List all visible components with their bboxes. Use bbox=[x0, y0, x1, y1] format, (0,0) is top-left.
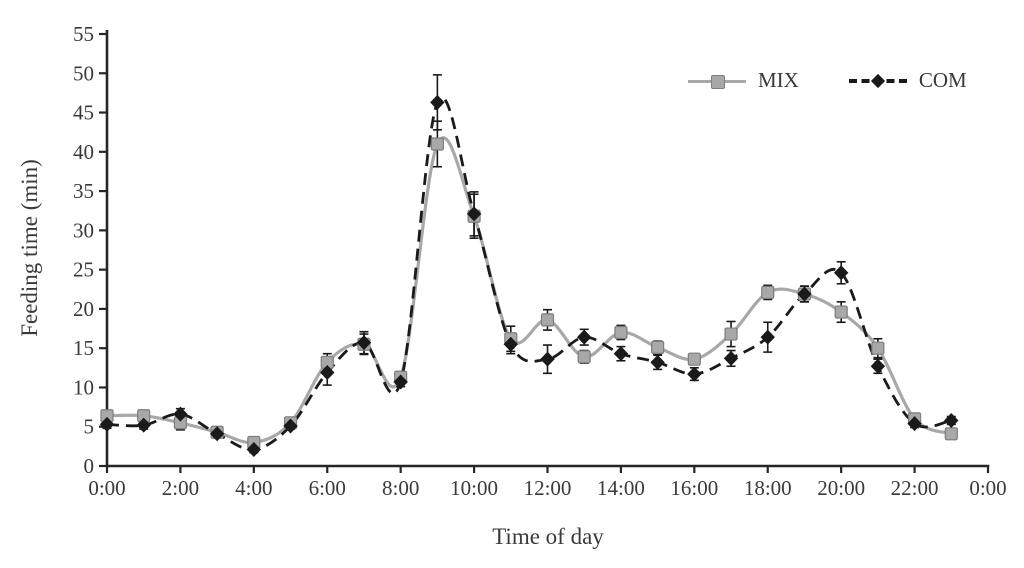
marker-diamond-com bbox=[540, 351, 555, 367]
marker-diamond-com bbox=[283, 418, 298, 434]
marker-diamond-com bbox=[173, 406, 188, 422]
x-tick-label: 22:00 bbox=[891, 476, 939, 500]
marker-square-mix bbox=[614, 325, 628, 340]
x-tick-label: 12:00 bbox=[524, 476, 572, 500]
series-line-mix bbox=[106, 136, 952, 445]
x-tick-label: 20:00 bbox=[817, 476, 865, 500]
y-tick-label: 5 bbox=[84, 415, 95, 439]
x-tick-label: 0:00 bbox=[969, 476, 1006, 500]
marker-square-mix bbox=[834, 305, 848, 319]
x-axis-title: Time of day bbox=[492, 524, 604, 549]
com-dashed-diamond-icon bbox=[848, 73, 907, 89]
marker-diamond-com bbox=[393, 374, 408, 390]
marker-diamond-com bbox=[430, 94, 445, 110]
x-tick-label: 0:00 bbox=[88, 476, 125, 500]
series-line-com bbox=[106, 96, 952, 451]
x-tick-label: 10:00 bbox=[450, 476, 498, 500]
marker-diamond-com bbox=[650, 354, 665, 370]
legend-item-mix: MIX bbox=[688, 68, 799, 93]
marker-square-mix bbox=[540, 313, 555, 327]
legend-item-com: COM bbox=[848, 68, 967, 93]
marker-square-mix bbox=[577, 350, 591, 364]
marker-diamond-com bbox=[577, 329, 592, 345]
x-tick-label: 6:00 bbox=[309, 476, 346, 500]
marker-square-mix bbox=[687, 352, 701, 366]
x-tick-label: 16:00 bbox=[670, 476, 718, 500]
x-tick-label: 4:00 bbox=[235, 476, 272, 500]
marker-square-mix bbox=[761, 285, 775, 300]
x-tick-label: 14:00 bbox=[597, 476, 645, 500]
marker-diamond-com bbox=[687, 366, 702, 382]
marker-square-mix bbox=[430, 137, 444, 151]
marker-diamond-com bbox=[613, 346, 629, 362]
marker-square-mix bbox=[724, 327, 738, 341]
marker-diamond-com bbox=[356, 335, 372, 351]
y-tick-label: 15 bbox=[73, 336, 94, 360]
x-tick-label: 2:00 bbox=[162, 476, 199, 500]
y-tick-label: 55 bbox=[73, 22, 94, 46]
marker-diamond-com bbox=[723, 350, 739, 366]
marker-diamond-com bbox=[797, 286, 812, 302]
y-tick-label: 50 bbox=[73, 61, 94, 85]
y-tick-label: 10 bbox=[73, 375, 94, 399]
marker-diamond-com bbox=[320, 365, 335, 381]
y-tick-label: 45 bbox=[73, 101, 94, 125]
y-tick-label: 25 bbox=[73, 258, 94, 282]
marker-diamond-com bbox=[907, 416, 922, 432]
legend-label-com: COM bbox=[918, 68, 967, 92]
marker-diamond-com bbox=[209, 426, 225, 442]
mix-line-square-icon bbox=[688, 73, 746, 89]
marker-diamond-com bbox=[944, 412, 959, 428]
legend: MIX COM bbox=[688, 68, 967, 93]
marker-diamond-com bbox=[99, 416, 115, 432]
y-axis-title: Feeding time (min) bbox=[17, 159, 42, 337]
marker-diamond-com bbox=[870, 358, 886, 374]
y-tick-label: 0 bbox=[84, 454, 95, 478]
y-tick-label: 30 bbox=[73, 218, 94, 242]
y-tick-label: 35 bbox=[73, 179, 94, 203]
marker-diamond-com bbox=[503, 336, 518, 352]
x-tick-label: 8:00 bbox=[382, 476, 419, 500]
y-tick-label: 20 bbox=[73, 297, 94, 321]
legend-label-mix: MIX bbox=[758, 68, 799, 92]
marker-diamond-com bbox=[760, 329, 775, 345]
marker-square-mix bbox=[944, 427, 958, 441]
marker-square-mix bbox=[651, 340, 665, 354]
y-tick-label: 40 bbox=[73, 140, 94, 164]
marker-diamond-com bbox=[136, 417, 151, 433]
marker-square-mix bbox=[871, 341, 885, 355]
marker-diamond-com bbox=[246, 442, 262, 458]
marker-diamond-com bbox=[466, 206, 482, 222]
x-tick-label: 18:00 bbox=[744, 476, 792, 500]
marker-diamond-com bbox=[833, 265, 849, 281]
